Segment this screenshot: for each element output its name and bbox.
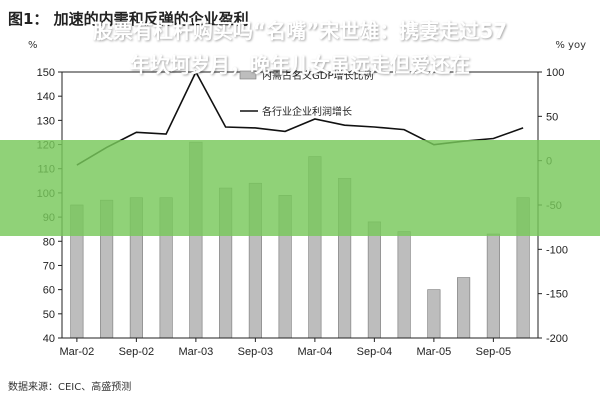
right-tick-label: -100: [546, 244, 568, 256]
right-tick-label: -200: [546, 333, 568, 345]
x-tick-label: Sep-04: [357, 346, 392, 358]
bar-Sep-05: [486, 233, 500, 339]
headline-text[interactable]: 股票有杠杆购买吗“名嘴”宋世雄：携妻走过57 年坎坷岁月，晚年儿女虽远走但爱还在: [0, 0, 600, 96]
left-tick-label: 40: [43, 333, 55, 345]
right-tick-label: -150: [546, 289, 568, 301]
bar-Dec-04: [397, 231, 411, 339]
bar-Mar-05: [427, 289, 441, 339]
x-tick-label: Mar-04: [297, 346, 332, 358]
x-tick-label: Sep-02: [119, 346, 154, 358]
x-tick-label: Mar-05: [416, 346, 451, 358]
left-tick-label: 80: [43, 236, 55, 248]
right-tick-label: 100: [546, 67, 564, 79]
right-tick-label: 50: [546, 111, 558, 123]
x-tick-label: Mar-02: [59, 346, 94, 358]
headline-banner[interactable]: [0, 140, 600, 236]
legend-swatch-bar: [239, 70, 257, 80]
headline-line-1: 股票有杠杆购买吗“名嘴”宋世雄：携妻走过57: [92, 19, 508, 43]
left-tick-label: 60: [43, 285, 55, 297]
left-tick-label: 130: [37, 115, 55, 127]
left-tick-label: 50: [43, 309, 55, 321]
left-tick-label: 70: [43, 260, 55, 272]
right-axis-unit: % yoy: [555, 40, 586, 51]
legend-label-bar: 内需占名义GDP增长比例: [262, 69, 373, 82]
bar-Jun-05: [457, 277, 471, 339]
data-source-note: 数据来源：CEIC、高盛预测: [8, 382, 132, 393]
left-tick-label: 140: [37, 91, 55, 103]
x-tick-label: Mar-03: [178, 346, 213, 358]
chart-title: 图1： 加速的内需和反弹的企业盈利: [8, 10, 249, 28]
legend-label-line: 各行业企业利润增长: [262, 105, 352, 118]
x-tick-label: Sep-05: [476, 346, 511, 358]
bar-Sep-04: [367, 221, 381, 339]
left-tick-label: 150: [37, 67, 55, 79]
left-axis-unit: %: [28, 40, 38, 51]
headline-line-2: 年坎坷岁月，晚年儿女虽远走但爱还在: [130, 53, 470, 77]
x-tick-label: Sep-03: [238, 346, 273, 358]
